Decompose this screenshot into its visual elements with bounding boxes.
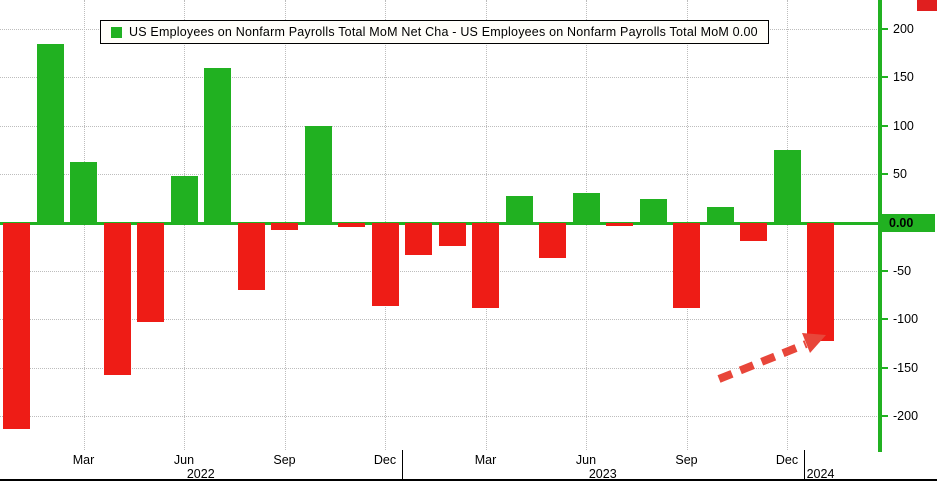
y-tickmark bbox=[881, 173, 888, 176]
h-gridline bbox=[0, 77, 881, 79]
y-tick-label: 50 bbox=[893, 167, 907, 182]
x-tick-label: Dec bbox=[373, 453, 397, 467]
bar-aug-2022 bbox=[237, 222, 265, 291]
year-separator bbox=[803, 450, 805, 481]
bar-feb-2022 bbox=[36, 43, 64, 223]
year-label: 2023 bbox=[588, 467, 617, 481]
y-tick-label: -150 bbox=[893, 360, 919, 375]
bar-sep-2022 bbox=[271, 222, 298, 231]
x-tick-label: Dec bbox=[775, 453, 799, 467]
bar-jun-2023 bbox=[572, 192, 600, 223]
x-tick-label: Jun bbox=[173, 453, 195, 467]
h-gridline bbox=[0, 319, 881, 321]
corner-marker bbox=[917, 0, 937, 11]
bar-mar-2022 bbox=[70, 161, 97, 223]
bar-oct-2022 bbox=[304, 125, 332, 223]
bar-jul-2023 bbox=[606, 222, 633, 227]
v-gridline bbox=[83, 0, 85, 450]
y-axis-line bbox=[878, 0, 882, 452]
x-tick-label: Jun bbox=[575, 453, 597, 467]
y-tickmark bbox=[881, 28, 888, 31]
x-tick-label: Sep bbox=[273, 453, 296, 467]
bar-jun-2022 bbox=[170, 176, 198, 223]
y-tickmark bbox=[881, 269, 888, 272]
y-tick-label: 200 bbox=[893, 22, 914, 37]
h-gridline bbox=[0, 125, 881, 127]
x-tick-label: Sep bbox=[675, 453, 698, 467]
y-axis-labels: 200 150 100 50 0.00 -50 -100 -150 -200 bbox=[881, 0, 937, 460]
y-tick-label: -200 bbox=[893, 409, 919, 424]
y-tick-label: 150 bbox=[893, 70, 914, 85]
bar-nov-2022 bbox=[338, 222, 365, 228]
bar-apr-2023 bbox=[505, 196, 533, 223]
x-tick-label: Mar bbox=[474, 453, 497, 467]
bar-jan-2023 bbox=[405, 222, 432, 256]
y-tick-label: 100 bbox=[893, 118, 914, 133]
bar-jul-2022 bbox=[204, 67, 231, 223]
bar-nov-2023 bbox=[740, 222, 767, 241]
x-axis-labels: Mar Jun Sep Dec Mar Jun Sep Dec 2022 2023 2024 bbox=[0, 450, 881, 482]
y-tickmark bbox=[881, 366, 888, 369]
bar-may-2022 bbox=[137, 222, 164, 323]
bar-apr-2022 bbox=[103, 222, 131, 376]
bar-jan-2022 bbox=[3, 222, 30, 429]
bar-sep-2023 bbox=[673, 222, 700, 308]
bar-dec-2023 bbox=[773, 150, 801, 223]
year-label: 2024 bbox=[806, 467, 835, 481]
bar-jan-2024 bbox=[807, 222, 834, 341]
y-tickmark bbox=[881, 415, 888, 418]
y-tick-label: -50 bbox=[893, 263, 912, 278]
year-label: 2022 bbox=[186, 467, 215, 481]
y-tickmark bbox=[881, 318, 888, 321]
bar-feb-2023 bbox=[438, 222, 466, 246]
plot-area bbox=[0, 0, 881, 450]
bar-may-2023 bbox=[539, 222, 566, 259]
y-tickmark bbox=[881, 76, 888, 79]
bar-oct-2023 bbox=[706, 207, 734, 223]
year-separator bbox=[401, 450, 403, 481]
bar-dec-2022 bbox=[371, 222, 399, 306]
legend-series-swatch-icon bbox=[111, 26, 122, 38]
x-tick-label: Mar bbox=[72, 453, 95, 467]
v-gridline bbox=[586, 0, 587, 450]
bottom-axis-line bbox=[0, 479, 937, 481]
h-gridline bbox=[0, 367, 881, 369]
h-gridline bbox=[0, 174, 881, 176]
legend: US Employees on Nonfarm Payrolls Total M… bbox=[100, 20, 769, 44]
bar-aug-2023 bbox=[639, 199, 667, 223]
h-gridline bbox=[0, 416, 881, 418]
h-gridline bbox=[0, 270, 881, 272]
y-zero-label: 0.00 bbox=[882, 213, 935, 232]
y-tickmark bbox=[881, 124, 888, 127]
y-tick-label: -100 bbox=[893, 312, 919, 327]
v-gridline bbox=[184, 0, 185, 450]
bar-mar-2023 bbox=[472, 222, 499, 308]
legend-label: US Employees on Nonfarm Payrolls Total M… bbox=[129, 25, 758, 39]
v-gridline bbox=[787, 0, 788, 450]
